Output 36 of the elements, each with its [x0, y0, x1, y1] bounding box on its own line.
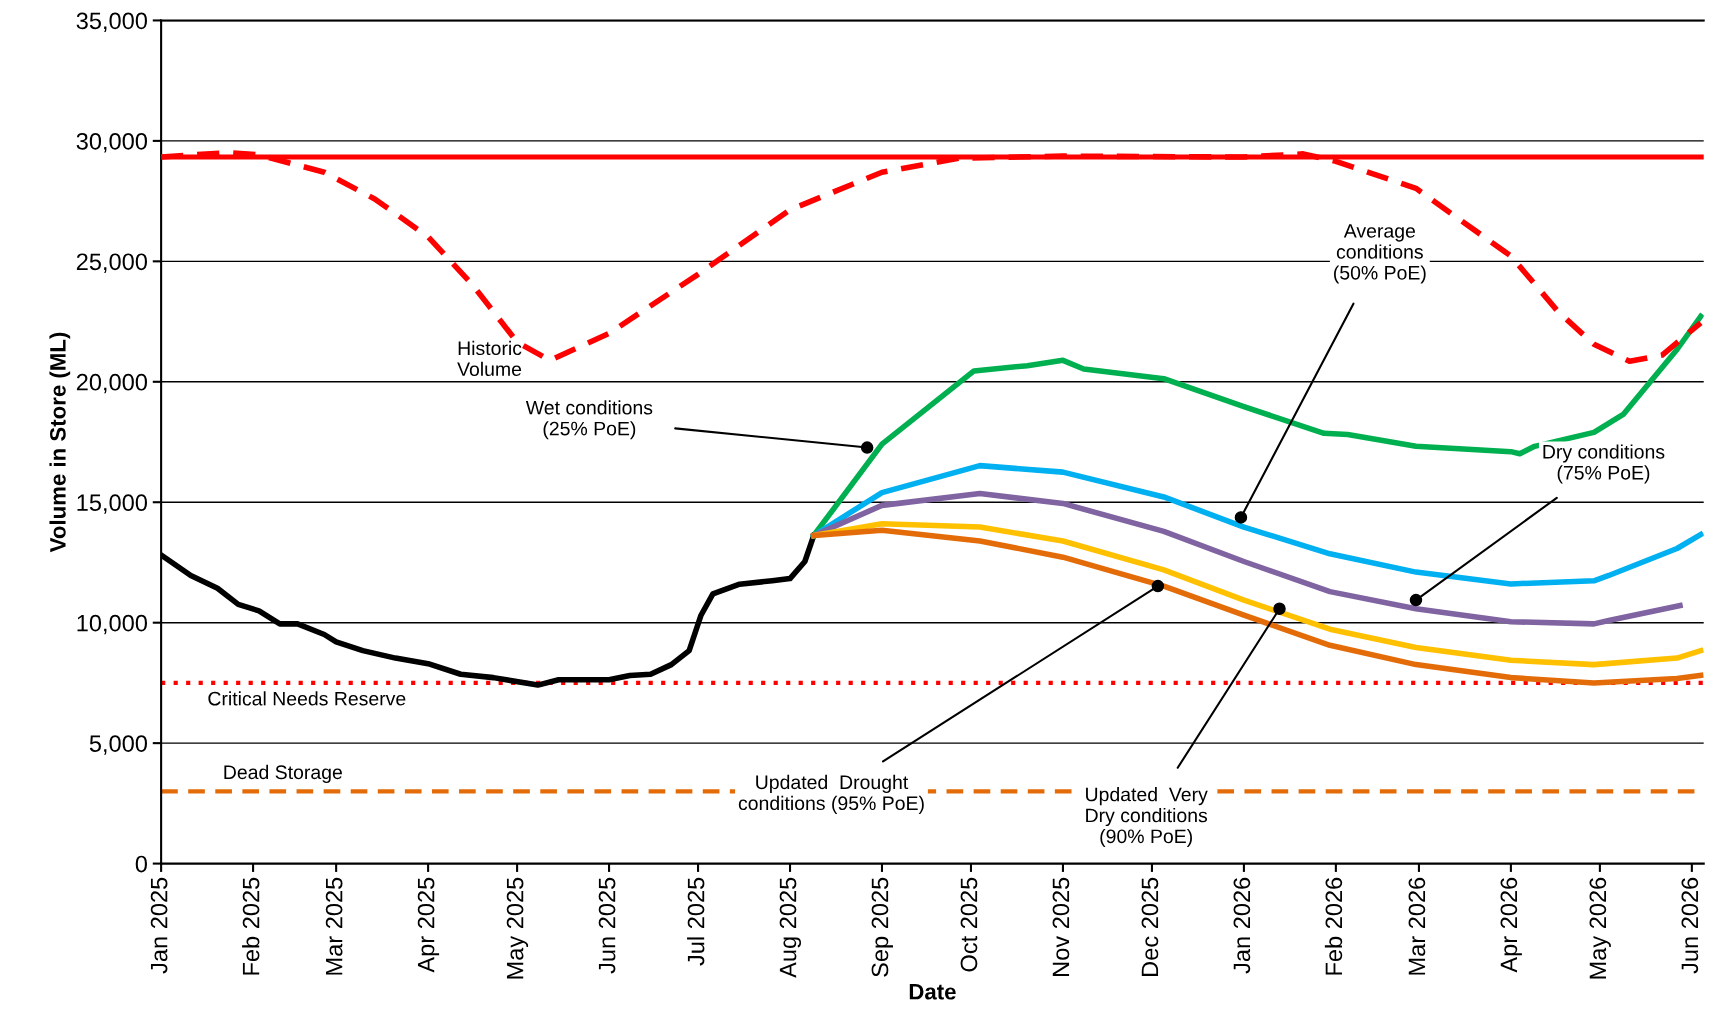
x-tick-label: Oct 2025 [960, 877, 978, 972]
y-tick-label: 10,000 [77, 614, 148, 635]
x-axis-title: Date [909, 984, 956, 1000]
ref-line-label: Critical Needs Reserve [208, 691, 406, 706]
x-tick-label: Aug 2025 [779, 877, 802, 978]
annotation: Dry conditions (75% PoE) [1543, 444, 1665, 484]
x-tick-label: Feb 2026 [1324, 877, 1343, 975]
x-tick-label: Dec 2025 [1141, 877, 1159, 976]
y-tick-label: 0 [135, 855, 147, 873]
y-axis-title: Volume in Store (ML) [49, 332, 71, 553]
x-tick-label: Apr 2025 [417, 877, 440, 973]
y-tick-label: 5,000 [89, 735, 147, 755]
x-tick-label: May 2025 [506, 877, 529, 979]
x-tick-label: Jan 2025 [150, 877, 168, 974]
x-tick-label: Jul 2025 [687, 877, 705, 966]
x-tick-label: Nov 2025 [1052, 877, 1070, 976]
series-label: Historic Volume [457, 340, 522, 377]
annotation: Wet conditions (25% PoE) [525, 400, 653, 440]
y-tick-label: 25,000 [76, 253, 148, 273]
y-tick-label: 30,000 [76, 132, 148, 153]
annotation: Updated Drought conditions (95% PoE) [738, 774, 924, 814]
x-tick-label: Jun 2026 [1681, 877, 1699, 974]
annotation: Average conditions (50% PoE) [1334, 224, 1426, 284]
y-tick-label: 35,000 [76, 12, 148, 33]
x-tick-label: Mar 2026 [1408, 877, 1426, 975]
x-tick-label: Apr 2026 [1500, 877, 1522, 973]
x-tick-label: Jun 2025 [598, 877, 616, 974]
ref-line-label: Dead Storage [224, 764, 342, 783]
annotation: Updated Very Dry conditions (90% PoE) [1086, 787, 1208, 848]
x-tick-label: Sep 2025 [871, 877, 893, 977]
x-tick-label: Mar 2025 [325, 877, 343, 975]
y-tick-label: 20,000 [76, 373, 148, 394]
x-tick-label: Feb 2025 [242, 877, 260, 975]
y-tick-label: 15,000 [77, 494, 148, 514]
x-tick-label: Jan 2026 [1233, 877, 1251, 974]
x-tick-label: May 2026 [1589, 877, 1611, 979]
